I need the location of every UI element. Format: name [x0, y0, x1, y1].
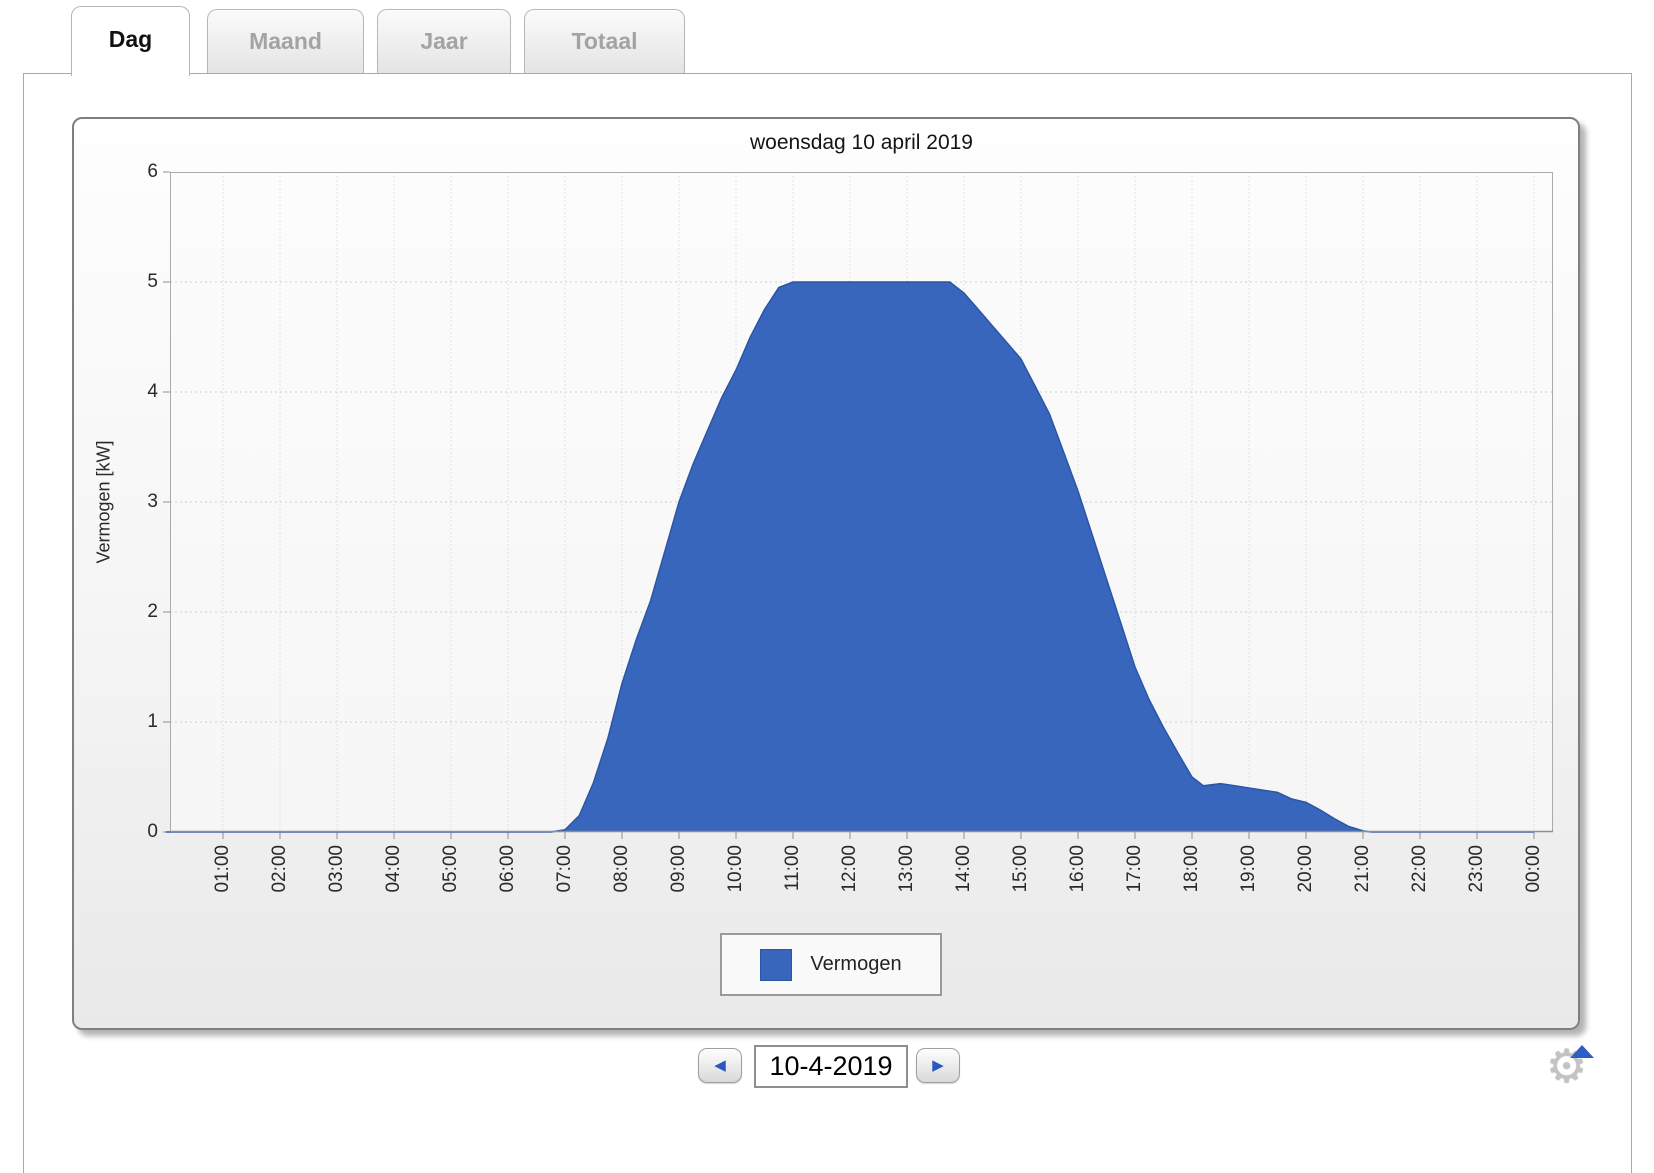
x-tick-label: 17:00: [1124, 845, 1145, 893]
x-tick-label: 19:00: [1238, 845, 1259, 893]
x-tick-label: 12:00: [839, 845, 860, 893]
x-tick-label: 13:00: [896, 845, 917, 893]
arrow-right-icon: ▶: [932, 1057, 944, 1074]
chart-title: woensdag 10 april 2019: [749, 131, 973, 154]
power-area: [166, 282, 1534, 832]
x-tick-label: 03:00: [326, 845, 347, 893]
x-tick-label: 07:00: [554, 845, 575, 893]
arrow-up-icon[interactable]: [1570, 1045, 1594, 1058]
x-tick-label: 04:00: [383, 845, 404, 893]
x-tick-label: 15:00: [1010, 845, 1031, 893]
tab-dag[interactable]: Dag: [71, 6, 190, 76]
tab-maand[interactable]: Maand: [207, 9, 364, 73]
tab-jaar[interactable]: Jaar: [377, 9, 511, 73]
x-tick-label: 02:00: [269, 845, 290, 893]
y-tick-label: 6: [147, 161, 158, 182]
date-input[interactable]: [754, 1045, 908, 1088]
tab-totaal[interactable]: Totaal: [524, 9, 685, 73]
chart-legend: Vermogen: [720, 933, 942, 996]
x-tick-label: 09:00: [668, 845, 689, 893]
arrow-left-icon: ◀: [714, 1057, 726, 1074]
previous-day-button[interactable]: ◀: [698, 1048, 742, 1083]
y-tick-label: 2: [147, 601, 158, 622]
y-tick-label: 0: [147, 821, 158, 842]
x-tick-label: 05:00: [440, 845, 461, 893]
y-tick-label: 1: [147, 711, 158, 732]
x-tick-label: 20:00: [1295, 845, 1316, 893]
power-line: [166, 281, 1534, 833]
x-tick-label: 18:00: [1181, 845, 1202, 893]
y-tick-label: 4: [147, 381, 158, 402]
y-axis-title: Vermogen [kW]: [93, 440, 114, 564]
y-tick-label: 3: [147, 491, 158, 512]
x-tick-label: 00:00: [1523, 845, 1544, 893]
y-tick-label: 5: [147, 271, 158, 292]
x-tick-label: 08:00: [611, 845, 632, 893]
x-tick-label: 14:00: [953, 845, 974, 893]
chart-panel: woensdag 10 april 2019 Vermogen [kW] Ver…: [72, 117, 1580, 1030]
x-tick-label: 21:00: [1352, 845, 1373, 893]
legend-label: Vermogen: [810, 953, 902, 975]
x-tick-label: 10:00: [725, 845, 746, 893]
x-tick-label: 22:00: [1409, 845, 1430, 893]
next-day-button[interactable]: ▶: [916, 1048, 960, 1083]
x-tick-label: 23:00: [1466, 845, 1487, 893]
legend-color-swatch: [760, 948, 793, 981]
x-tick-label: 11:00: [782, 845, 803, 892]
plot-svg[interactable]: [163, 171, 1553, 839]
x-tick-label: 06:00: [497, 845, 518, 893]
x-tick-label: 16:00: [1067, 845, 1088, 893]
x-tick-label: 01:00: [212, 845, 233, 893]
